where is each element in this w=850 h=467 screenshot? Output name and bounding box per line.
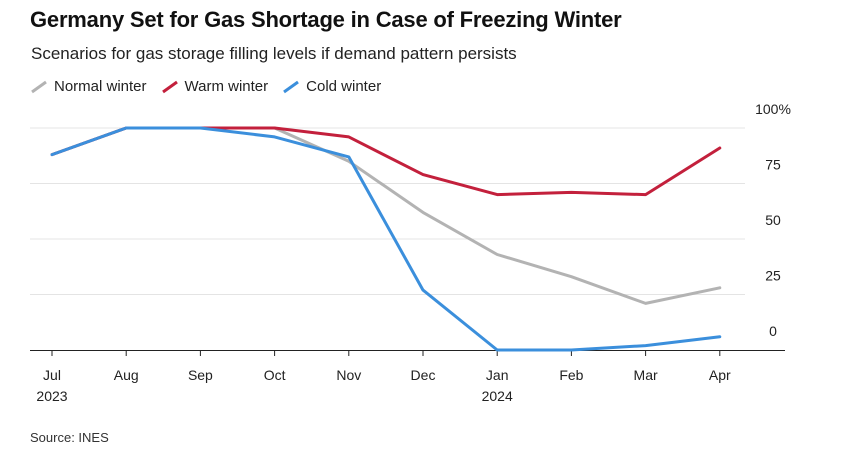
y-tick-label: 100% bbox=[755, 101, 791, 117]
y-tick-label: 75 bbox=[765, 157, 781, 173]
x-tick-label: Oct bbox=[264, 367, 286, 383]
x-tick-label: Apr bbox=[709, 367, 731, 383]
y-tick-label: 25 bbox=[765, 268, 781, 284]
y-tick-label: 50 bbox=[765, 212, 781, 228]
legend-item-warm-winter: Warm winter bbox=[161, 78, 269, 95]
legend-item-cold-winter: Cold winter bbox=[282, 78, 381, 95]
x-tick-label: Sep bbox=[188, 367, 213, 383]
x-tick-label: Dec bbox=[411, 367, 436, 383]
x-year-label: 2024 bbox=[482, 388, 513, 404]
legend-label-warm-winter: Warm winter bbox=[184, 78, 269, 95]
chart-title: Germany Set for Gas Shortage in Case of … bbox=[30, 7, 622, 32]
series-line-cold-winter bbox=[50, 126, 722, 352]
x-tick-label: Feb bbox=[559, 367, 583, 383]
legend-swatch-warm-winter bbox=[161, 80, 178, 93]
x-tick-label: Aug bbox=[114, 367, 139, 383]
y-tick-label: 0 bbox=[769, 323, 777, 339]
x-tick-label: Nov bbox=[336, 367, 361, 383]
legend-swatch-normal-winter bbox=[31, 80, 47, 93]
source-note: Source: INES bbox=[30, 430, 109, 445]
legend: Normal winter Warm winter Cold winter bbox=[30, 78, 381, 95]
x-tick-label: Jan bbox=[486, 367, 509, 383]
x-tick-label: Jul bbox=[43, 367, 61, 383]
chart-subtitle: Scenarios for gas storage filling levels… bbox=[31, 44, 517, 63]
series-line-warm-winter bbox=[50, 126, 722, 197]
legend-label-normal-winter: Normal winter bbox=[54, 78, 147, 95]
legend-item-normal-winter: Normal winter bbox=[30, 78, 147, 95]
x-tick-label: Mar bbox=[634, 367, 658, 383]
legend-label-cold-winter: Cold winter bbox=[306, 78, 382, 95]
legend-swatch-cold-winter bbox=[283, 80, 300, 93]
x-year-label: 2023 bbox=[36, 388, 67, 404]
